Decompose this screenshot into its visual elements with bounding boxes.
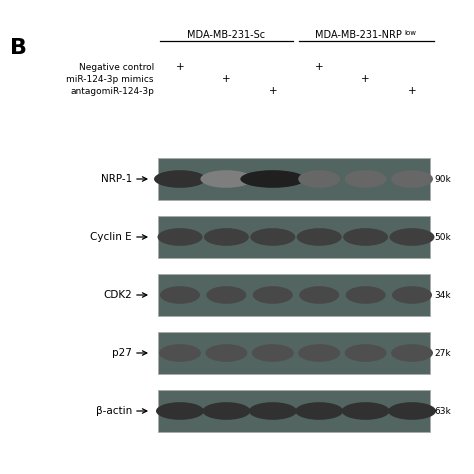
Ellipse shape <box>345 170 387 188</box>
Text: p27: p27 <box>112 348 132 358</box>
Ellipse shape <box>204 228 249 246</box>
Text: miR-124-3p mimics: miR-124-3p mimics <box>66 74 154 83</box>
Ellipse shape <box>160 286 200 304</box>
Text: +: + <box>176 62 184 72</box>
Ellipse shape <box>298 344 340 362</box>
Ellipse shape <box>390 228 435 246</box>
Text: +: + <box>408 86 416 96</box>
Bar <box>158 390 430 432</box>
Text: antagomiR-124-3p: antagomiR-124-3p <box>70 86 154 95</box>
Ellipse shape <box>298 170 340 188</box>
Bar <box>158 274 430 316</box>
Text: MDA-MB-231-NRP: MDA-MB-231-NRP <box>315 30 402 40</box>
Ellipse shape <box>345 344 387 362</box>
Text: 63k: 63k <box>434 407 451 416</box>
Text: Negative control: Negative control <box>79 63 154 72</box>
Ellipse shape <box>249 402 297 420</box>
Text: +: + <box>315 62 324 72</box>
Ellipse shape <box>252 344 294 362</box>
Text: 50k: 50k <box>434 233 451 241</box>
Text: 90k: 90k <box>434 174 451 183</box>
Ellipse shape <box>392 286 432 304</box>
Bar <box>158 332 430 374</box>
Ellipse shape <box>157 228 202 246</box>
Ellipse shape <box>156 402 204 420</box>
Ellipse shape <box>205 344 247 362</box>
Text: +: + <box>222 74 231 84</box>
Ellipse shape <box>297 228 342 246</box>
Text: CDK2: CDK2 <box>103 290 132 300</box>
Text: MDA-MB-231-Sc: MDA-MB-231-Sc <box>187 30 265 40</box>
Ellipse shape <box>388 402 436 420</box>
Ellipse shape <box>206 286 246 304</box>
Text: 27k: 27k <box>434 348 451 357</box>
Ellipse shape <box>391 344 433 362</box>
Text: +: + <box>268 86 277 96</box>
Text: β-actin: β-actin <box>96 406 132 416</box>
Ellipse shape <box>253 286 293 304</box>
Ellipse shape <box>299 286 339 304</box>
Ellipse shape <box>202 402 250 420</box>
Ellipse shape <box>159 344 201 362</box>
Text: NRP-1: NRP-1 <box>101 174 132 184</box>
Text: Cyclin E: Cyclin E <box>91 232 132 242</box>
Ellipse shape <box>343 228 388 246</box>
Text: low: low <box>405 30 417 36</box>
Text: 34k: 34k <box>434 291 451 300</box>
Ellipse shape <box>342 402 390 420</box>
Text: B: B <box>10 38 27 58</box>
Bar <box>158 216 430 258</box>
Ellipse shape <box>240 170 305 188</box>
Text: +: + <box>361 74 370 84</box>
Bar <box>158 158 430 200</box>
Ellipse shape <box>201 170 252 188</box>
Ellipse shape <box>295 402 343 420</box>
Ellipse shape <box>154 170 206 188</box>
Ellipse shape <box>391 170 433 188</box>
Ellipse shape <box>346 286 386 304</box>
Ellipse shape <box>250 228 295 246</box>
